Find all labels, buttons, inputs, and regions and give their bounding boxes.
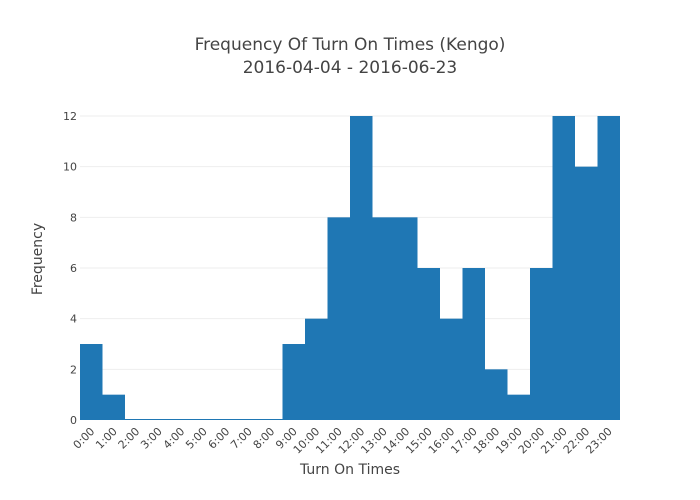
bar-4-00 bbox=[170, 419, 193, 420]
bar-11-00 bbox=[327, 217, 350, 420]
x-tick-label: 8:00 bbox=[251, 425, 278, 452]
x-tick-label: 5:00 bbox=[183, 425, 210, 452]
x-tick-label: 7:00 bbox=[228, 425, 255, 452]
bar-1-00 bbox=[102, 394, 125, 420]
bar-5-00 bbox=[192, 419, 215, 420]
bar-0-00 bbox=[80, 344, 103, 420]
y-axis-title: Frequency bbox=[30, 223, 46, 295]
y-tick-label: 12 bbox=[63, 110, 77, 123]
bar-8-00 bbox=[260, 419, 283, 420]
bar-10-00 bbox=[305, 318, 328, 420]
chart-title-line-1: Frequency Of Turn On Times (Kengo) bbox=[195, 35, 506, 55]
y-tick-label: 6 bbox=[70, 262, 77, 275]
x-tick-labels: 0:001:002:003:004:005:006:007:008:009:00… bbox=[71, 425, 615, 457]
bar-14-00 bbox=[395, 217, 418, 420]
bar-15-00 bbox=[417, 268, 440, 420]
bar-3-00 bbox=[147, 419, 170, 420]
x-tick-label: 3:00 bbox=[138, 425, 165, 452]
bar-7-00 bbox=[237, 419, 260, 420]
x-tick-label: 2:00 bbox=[116, 425, 143, 452]
bar-6-00 bbox=[215, 419, 238, 420]
y-tick-labels: 0 2 4 6 8 10 12 bbox=[63, 110, 77, 427]
x-tick-label: 1:00 bbox=[93, 425, 120, 452]
bar-21-00 bbox=[552, 116, 575, 420]
y-tick-label: 0 bbox=[70, 414, 77, 427]
bar-13-00 bbox=[372, 217, 395, 420]
x-tick-label: 0:00 bbox=[71, 425, 98, 452]
bar-20-00 bbox=[530, 268, 553, 420]
bar-16-00 bbox=[440, 318, 463, 420]
y-tick-label: 8 bbox=[70, 211, 77, 224]
bar-23-00 bbox=[597, 116, 620, 420]
bar-19-00 bbox=[507, 394, 530, 420]
bar-12-00 bbox=[350, 116, 373, 420]
y-tick-label: 4 bbox=[70, 313, 77, 326]
bars bbox=[80, 116, 620, 420]
y-tick-label: 10 bbox=[63, 161, 77, 174]
bar-18-00 bbox=[485, 369, 508, 420]
chart-title-line-2: 2016-04-04 - 2016-06-23 bbox=[243, 58, 458, 78]
bar-22-00 bbox=[575, 166, 598, 420]
bar-9-00 bbox=[282, 344, 305, 420]
bar-2-00 bbox=[125, 419, 148, 420]
x-axis-title: Turn On Times bbox=[299, 462, 400, 478]
x-tick-label: 6:00 bbox=[206, 425, 233, 452]
x-tick-label: 4:00 bbox=[161, 425, 188, 452]
bar-17-00 bbox=[462, 268, 485, 420]
x-tick-label: 23:00 bbox=[583, 425, 615, 457]
y-tick-label: 2 bbox=[70, 363, 77, 376]
